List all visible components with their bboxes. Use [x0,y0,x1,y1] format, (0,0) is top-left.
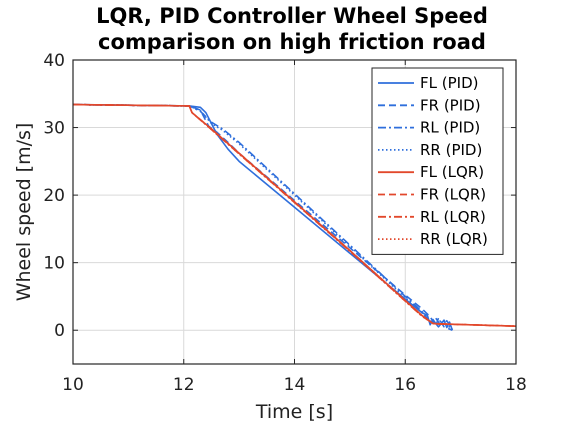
chart-title-line-1: LQR, PID Controller Wheel Speed [96,4,488,28]
y-tick-label: 30 [43,119,65,139]
x-tick-label: 10 [62,375,84,395]
y-axis-label: Wheel speed [m/s] [13,123,35,302]
chart-title-line-2: comparison on high friction road [98,30,486,54]
legend-label: RR (LQR) [420,230,488,248]
legend: FL (PID) FR (PID) RL (PID) RR (PID) FL (LQR)… [371,67,504,255]
x-tick-label: 18 [505,375,527,395]
series-layer [72,103,517,331]
y-tick-label: 40 [43,51,65,71]
series-line-7 [72,103,517,327]
legend-box [371,67,504,255]
x-tick-label: 14 [284,375,306,395]
series-line-3 [72,103,453,331]
x-tick-label: 16 [394,375,416,395]
x-axis-label: Time [s] [255,401,333,423]
legend-label: RR (PID) [420,141,482,159]
legend-label: FR (PID) [420,96,481,114]
legend-label: FL (LQR) [420,163,484,181]
legend-label: FR (LQR) [420,186,486,204]
series-line-1 [72,103,453,331]
y-tick-label: 10 [43,254,65,274]
y-tick-label: 0 [54,321,65,341]
x-tick-label: 12 [173,375,195,395]
axis-ticks: 10 12 14 16 18 0 10 20 30 40 [43,51,526,395]
legend-label: FL (PID) [420,74,478,92]
y-tick-label: 20 [43,186,65,206]
series-line-5 [72,103,517,327]
legend-label: RL (PID) [420,119,480,137]
legend-label: RL (LQR) [420,208,486,226]
